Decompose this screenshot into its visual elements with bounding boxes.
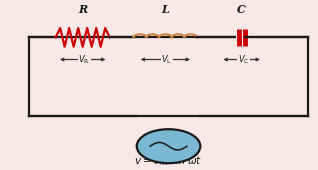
Text: R: R (78, 4, 87, 15)
Text: C: C (237, 4, 246, 15)
Circle shape (137, 129, 200, 163)
Text: $V_{\rm C}$: $V_{\rm C}$ (238, 53, 249, 66)
Text: $v = V_{\rm m}\,\sin\,\omega t$: $v = V_{\rm m}\,\sin\,\omega t$ (135, 155, 203, 168)
Text: $V_{\rm L}$: $V_{\rm L}$ (162, 53, 172, 66)
Text: L: L (162, 4, 169, 15)
Text: $V_{\rm R}$: $V_{\rm R}$ (79, 53, 90, 66)
